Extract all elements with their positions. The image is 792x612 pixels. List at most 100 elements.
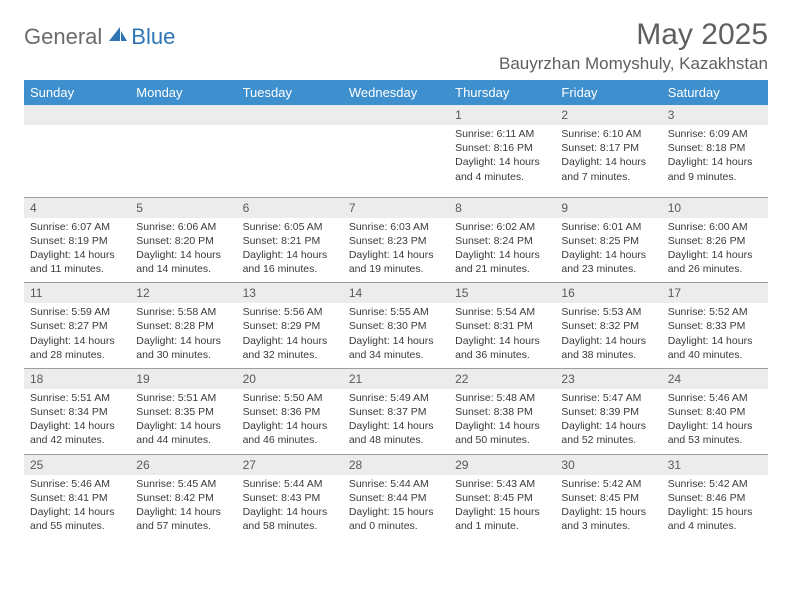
daylight-line: Daylight: 14 hours and 19 minutes. bbox=[349, 248, 443, 276]
date-number-cell: 18 bbox=[24, 368, 130, 389]
daylight-line: Daylight: 14 hours and 9 minutes. bbox=[668, 155, 762, 183]
daylight-line: Daylight: 14 hours and 55 minutes. bbox=[30, 505, 124, 533]
sunset-line: Sunset: 8:39 PM bbox=[561, 405, 655, 419]
date-number-cell: 9 bbox=[555, 197, 661, 218]
sunrise-line: Sunrise: 6:10 AM bbox=[561, 127, 655, 141]
sunset-line: Sunset: 8:25 PM bbox=[561, 234, 655, 248]
logo-sail-icon bbox=[107, 25, 129, 50]
dow-sunday: Sunday bbox=[24, 80, 130, 105]
date-number-row: 11121314151617 bbox=[24, 283, 768, 304]
date-number-cell: 8 bbox=[449, 197, 555, 218]
day-cell: Sunrise: 5:55 AMSunset: 8:30 PMDaylight:… bbox=[343, 303, 449, 368]
date-number-row: 25262728293031 bbox=[24, 454, 768, 475]
sunrise-line: Sunrise: 5:54 AM bbox=[455, 305, 549, 319]
date-number-cell: 15 bbox=[449, 283, 555, 304]
sunrise-line: Sunrise: 5:51 AM bbox=[30, 391, 124, 405]
sunset-line: Sunset: 8:46 PM bbox=[668, 491, 762, 505]
sunrise-line: Sunrise: 5:42 AM bbox=[561, 477, 655, 491]
day-cell: Sunrise: 5:51 AMSunset: 8:34 PMDaylight:… bbox=[24, 389, 130, 454]
day-cell: Sunrise: 6:10 AMSunset: 8:17 PMDaylight:… bbox=[555, 125, 661, 197]
day-cell: Sunrise: 5:51 AMSunset: 8:35 PMDaylight:… bbox=[130, 389, 236, 454]
sunset-line: Sunset: 8:24 PM bbox=[455, 234, 549, 248]
daylight-line: Daylight: 14 hours and 30 minutes. bbox=[136, 334, 230, 362]
day-cell: Sunrise: 5:42 AMSunset: 8:46 PMDaylight:… bbox=[662, 475, 768, 540]
day-cell: Sunrise: 5:58 AMSunset: 8:28 PMDaylight:… bbox=[130, 303, 236, 368]
day-cell: Sunrise: 6:01 AMSunset: 8:25 PMDaylight:… bbox=[555, 218, 661, 283]
sunrise-line: Sunrise: 6:00 AM bbox=[668, 220, 762, 234]
date-number-cell: 25 bbox=[24, 454, 130, 475]
daylight-line: Daylight: 14 hours and 44 minutes. bbox=[136, 419, 230, 447]
date-number-row: 18192021222324 bbox=[24, 368, 768, 389]
day-cell: Sunrise: 6:03 AMSunset: 8:23 PMDaylight:… bbox=[343, 218, 449, 283]
sunrise-line: Sunrise: 5:43 AM bbox=[455, 477, 549, 491]
sunrise-line: Sunrise: 5:55 AM bbox=[349, 305, 443, 319]
date-number-cell: 20 bbox=[237, 368, 343, 389]
sunrise-line: Sunrise: 5:50 AM bbox=[243, 391, 337, 405]
date-number-cell: 21 bbox=[343, 368, 449, 389]
day-cell: Sunrise: 6:09 AMSunset: 8:18 PMDaylight:… bbox=[662, 125, 768, 197]
sunset-line: Sunset: 8:36 PM bbox=[243, 405, 337, 419]
day-cell: Sunrise: 5:53 AMSunset: 8:32 PMDaylight:… bbox=[555, 303, 661, 368]
daylight-line: Daylight: 14 hours and 46 minutes. bbox=[243, 419, 337, 447]
daylight-line: Daylight: 14 hours and 21 minutes. bbox=[455, 248, 549, 276]
date-number-cell: 17 bbox=[662, 283, 768, 304]
detail-row: Sunrise: 6:11 AMSunset: 8:16 PMDaylight:… bbox=[24, 125, 768, 197]
day-cell: Sunrise: 5:59 AMSunset: 8:27 PMDaylight:… bbox=[24, 303, 130, 368]
day-cell bbox=[24, 125, 130, 197]
day-cell: Sunrise: 6:07 AMSunset: 8:19 PMDaylight:… bbox=[24, 218, 130, 283]
sunrise-line: Sunrise: 6:07 AM bbox=[30, 220, 124, 234]
title-month: May 2025 bbox=[499, 18, 768, 52]
daylight-line: Daylight: 14 hours and 50 minutes. bbox=[455, 419, 549, 447]
sunrise-line: Sunrise: 5:59 AM bbox=[30, 305, 124, 319]
sunset-line: Sunset: 8:31 PM bbox=[455, 319, 549, 333]
daylight-line: Daylight: 15 hours and 1 minute. bbox=[455, 505, 549, 533]
daylight-line: Daylight: 14 hours and 26 minutes. bbox=[668, 248, 762, 276]
title-block: May 2025 Bauyrzhan Momyshuly, Kazakhstan bbox=[499, 18, 768, 74]
date-number-cell bbox=[343, 105, 449, 125]
sunrise-line: Sunrise: 6:03 AM bbox=[349, 220, 443, 234]
day-cell: Sunrise: 5:45 AMSunset: 8:42 PMDaylight:… bbox=[130, 475, 236, 540]
sunrise-line: Sunrise: 5:44 AM bbox=[243, 477, 337, 491]
date-number-cell: 12 bbox=[130, 283, 236, 304]
date-number-cell: 22 bbox=[449, 368, 555, 389]
dow-friday: Friday bbox=[555, 80, 661, 105]
sunrise-line: Sunrise: 6:09 AM bbox=[668, 127, 762, 141]
day-cell: Sunrise: 5:52 AMSunset: 8:33 PMDaylight:… bbox=[662, 303, 768, 368]
sunset-line: Sunset: 8:37 PM bbox=[349, 405, 443, 419]
date-number-cell: 19 bbox=[130, 368, 236, 389]
sunrise-line: Sunrise: 5:46 AM bbox=[668, 391, 762, 405]
day-cell: Sunrise: 6:05 AMSunset: 8:21 PMDaylight:… bbox=[237, 218, 343, 283]
day-cell: Sunrise: 5:56 AMSunset: 8:29 PMDaylight:… bbox=[237, 303, 343, 368]
date-number-cell bbox=[24, 105, 130, 125]
date-number-cell: 23 bbox=[555, 368, 661, 389]
sunrise-line: Sunrise: 5:42 AM bbox=[668, 477, 762, 491]
daylight-line: Daylight: 15 hours and 4 minutes. bbox=[668, 505, 762, 533]
sunset-line: Sunset: 8:33 PM bbox=[668, 319, 762, 333]
sunrise-line: Sunrise: 5:51 AM bbox=[136, 391, 230, 405]
date-number-cell: 14 bbox=[343, 283, 449, 304]
logo-text-blue: Blue bbox=[131, 24, 175, 50]
daylight-line: Daylight: 14 hours and 48 minutes. bbox=[349, 419, 443, 447]
sunrise-line: Sunrise: 5:45 AM bbox=[136, 477, 230, 491]
day-cell bbox=[237, 125, 343, 197]
date-number-cell: 5 bbox=[130, 197, 236, 218]
sunrise-line: Sunrise: 5:47 AM bbox=[561, 391, 655, 405]
daylight-line: Daylight: 14 hours and 58 minutes. bbox=[243, 505, 337, 533]
sunset-line: Sunset: 8:21 PM bbox=[243, 234, 337, 248]
day-cell: Sunrise: 5:46 AMSunset: 8:40 PMDaylight:… bbox=[662, 389, 768, 454]
sunset-line: Sunset: 8:17 PM bbox=[561, 141, 655, 155]
date-number-cell: 31 bbox=[662, 454, 768, 475]
day-cell: Sunrise: 6:11 AMSunset: 8:16 PMDaylight:… bbox=[449, 125, 555, 197]
date-number-row: 123 bbox=[24, 105, 768, 125]
day-cell: Sunrise: 5:50 AMSunset: 8:36 PMDaylight:… bbox=[237, 389, 343, 454]
sunrise-line: Sunrise: 6:06 AM bbox=[136, 220, 230, 234]
sunset-line: Sunset: 8:28 PM bbox=[136, 319, 230, 333]
day-cell: Sunrise: 5:42 AMSunset: 8:45 PMDaylight:… bbox=[555, 475, 661, 540]
sunset-line: Sunset: 8:26 PM bbox=[668, 234, 762, 248]
sunrise-line: Sunrise: 5:53 AM bbox=[561, 305, 655, 319]
sunset-line: Sunset: 8:32 PM bbox=[561, 319, 655, 333]
date-number-cell: 2 bbox=[555, 105, 661, 125]
date-number-cell bbox=[237, 105, 343, 125]
day-cell: Sunrise: 5:47 AMSunset: 8:39 PMDaylight:… bbox=[555, 389, 661, 454]
sunrise-line: Sunrise: 6:01 AM bbox=[561, 220, 655, 234]
